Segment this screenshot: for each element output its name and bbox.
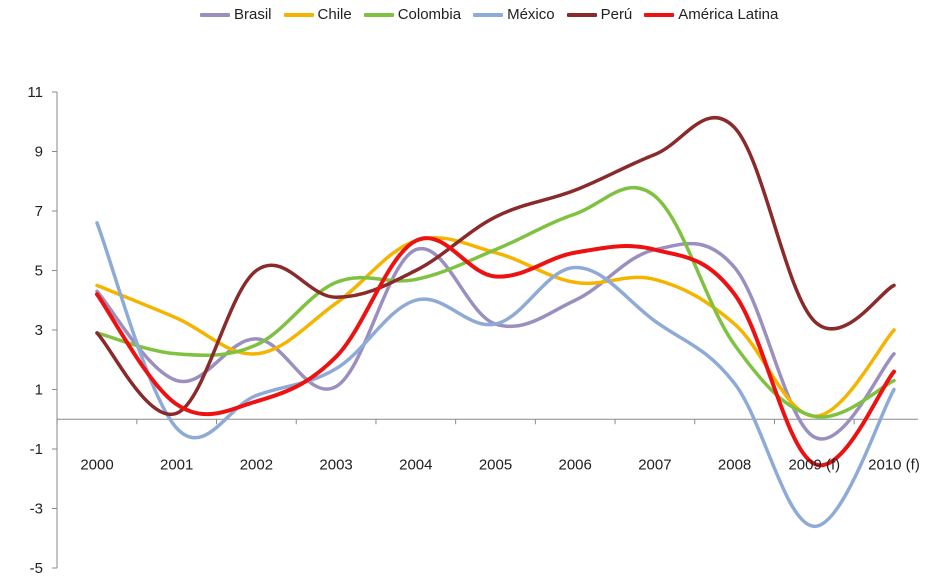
series-line-colombia xyxy=(95,185,896,419)
legend-swatch xyxy=(200,12,230,17)
x-tick-label: 2002 xyxy=(240,456,273,473)
series-line-brasil xyxy=(95,241,896,441)
series-line-peru xyxy=(95,115,896,417)
legend-item-brasil: Brasil xyxy=(200,6,272,23)
x-tick-label: 2009 (f) xyxy=(788,456,840,473)
legend-item-peru: Perú xyxy=(566,6,633,23)
legend-label: México xyxy=(507,6,555,23)
y-tick-label: -5 xyxy=(30,560,43,577)
x-tick-label: 2003 xyxy=(319,456,352,473)
legend-label: Perú xyxy=(600,6,633,23)
legend-swatch xyxy=(363,12,394,17)
legend-item-colombia: Colombia xyxy=(363,6,462,23)
x-tick-label: 2004 xyxy=(399,456,432,473)
legend-label: Chile xyxy=(317,6,352,23)
y-tick-label: -3 xyxy=(30,501,43,518)
x-tick-label: 2007 xyxy=(638,456,671,473)
legend-label: América Latina xyxy=(678,6,779,23)
y-tick-label: 3 xyxy=(35,322,43,339)
legend-swatch xyxy=(473,12,504,17)
x-tick-label: 2010 (f) xyxy=(868,456,920,473)
legend-swatch xyxy=(566,12,597,17)
y-tick-label: 5 xyxy=(35,263,43,280)
x-tick-label: 2005 xyxy=(479,456,512,473)
y-tick-label: 9 xyxy=(35,144,43,161)
y-tick-label: -1 xyxy=(30,441,43,458)
series-line-america-latina xyxy=(95,236,896,468)
legend-label: Brasil xyxy=(234,6,272,23)
tick-labels-group: 11 9 7 5 3 1 -1 -3 -5 2000 2001 2002 2003 2004 2005 200… xyxy=(27,84,919,577)
legend-item-chile: Chile xyxy=(283,6,352,23)
x-tick-label: 2001 xyxy=(160,456,193,473)
legend-item-mexico: México xyxy=(473,6,555,23)
legend-swatch xyxy=(644,12,675,17)
x-tick-label: 2000 xyxy=(80,456,113,473)
y-tick-label: 11 xyxy=(27,84,43,101)
x-tick-label: 2008 xyxy=(718,456,751,473)
series-group xyxy=(95,115,896,529)
legend-swatch xyxy=(283,12,314,17)
legend-item-america-latina: América Latina xyxy=(644,6,778,23)
chart-legend: Brasil Chile Colombia México Perú América Lat… xyxy=(200,6,778,23)
axes-group xyxy=(52,91,918,569)
legend-label: Colombia xyxy=(397,6,462,23)
x-tick-label: 2006 xyxy=(559,456,592,473)
y-tick-label: 1 xyxy=(35,382,43,399)
y-tick-label: 7 xyxy=(35,203,43,220)
series-line-mexico xyxy=(95,221,896,529)
